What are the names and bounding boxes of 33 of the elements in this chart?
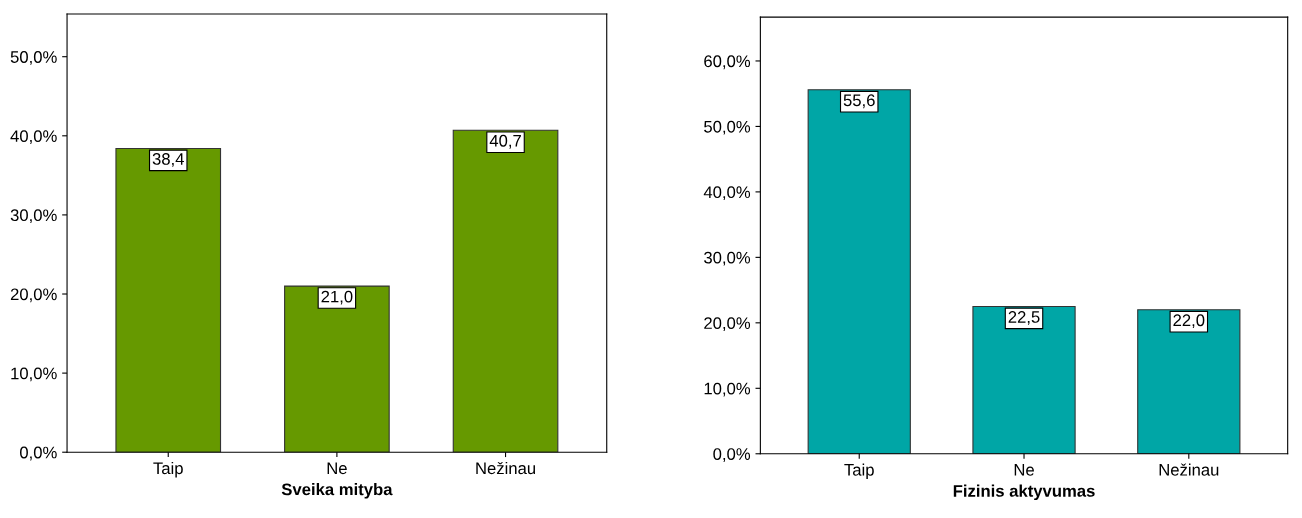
y-tick-label: 40,0% xyxy=(10,130,57,144)
data-label: 22,5 xyxy=(1008,311,1040,325)
data-label: 40,7 xyxy=(489,134,521,149)
x-tick-label: Nežinau xyxy=(476,461,536,475)
data-label: 22,0 xyxy=(1173,314,1205,329)
x-tick-label: Ne xyxy=(1014,464,1034,476)
y-tick-label: 50,0% xyxy=(704,120,751,135)
y-tick-label: 30,0% xyxy=(704,251,751,266)
x-tick-label: Taip xyxy=(153,461,183,478)
x-tick-label: Nežinau xyxy=(1159,463,1219,476)
bar xyxy=(284,285,390,453)
x-axis-title: Sveika mityba xyxy=(281,483,393,499)
y-tick-label: 10,0% xyxy=(704,382,751,397)
data-label: 38,4 xyxy=(152,153,184,167)
x-tick-label: Taip xyxy=(844,463,874,480)
bar xyxy=(972,305,1076,454)
y-tick-label: 30,0% xyxy=(10,209,57,224)
bar xyxy=(452,129,559,453)
y-tick-label: 20,0% xyxy=(10,288,57,303)
y-tick-label: 0,0% xyxy=(19,446,57,461)
data-label: 21,0 xyxy=(321,290,353,305)
bar xyxy=(1137,309,1241,454)
y-tick-label: 40,0% xyxy=(703,186,751,201)
bar xyxy=(807,89,911,454)
y-tick-label: 60,0% xyxy=(704,55,751,70)
x-axis-title: Fizinis aktyvumas xyxy=(953,484,1095,501)
data-label: 55,6 xyxy=(843,94,875,109)
y-tick-label: 0,0% xyxy=(713,448,751,462)
y-tick-label: 10,0% xyxy=(11,367,57,382)
y-tick-label: 20,0% xyxy=(704,317,751,331)
y-tick-label: 50,0% xyxy=(10,51,57,65)
x-tick-label: Ne xyxy=(327,462,347,475)
bar xyxy=(115,147,222,453)
